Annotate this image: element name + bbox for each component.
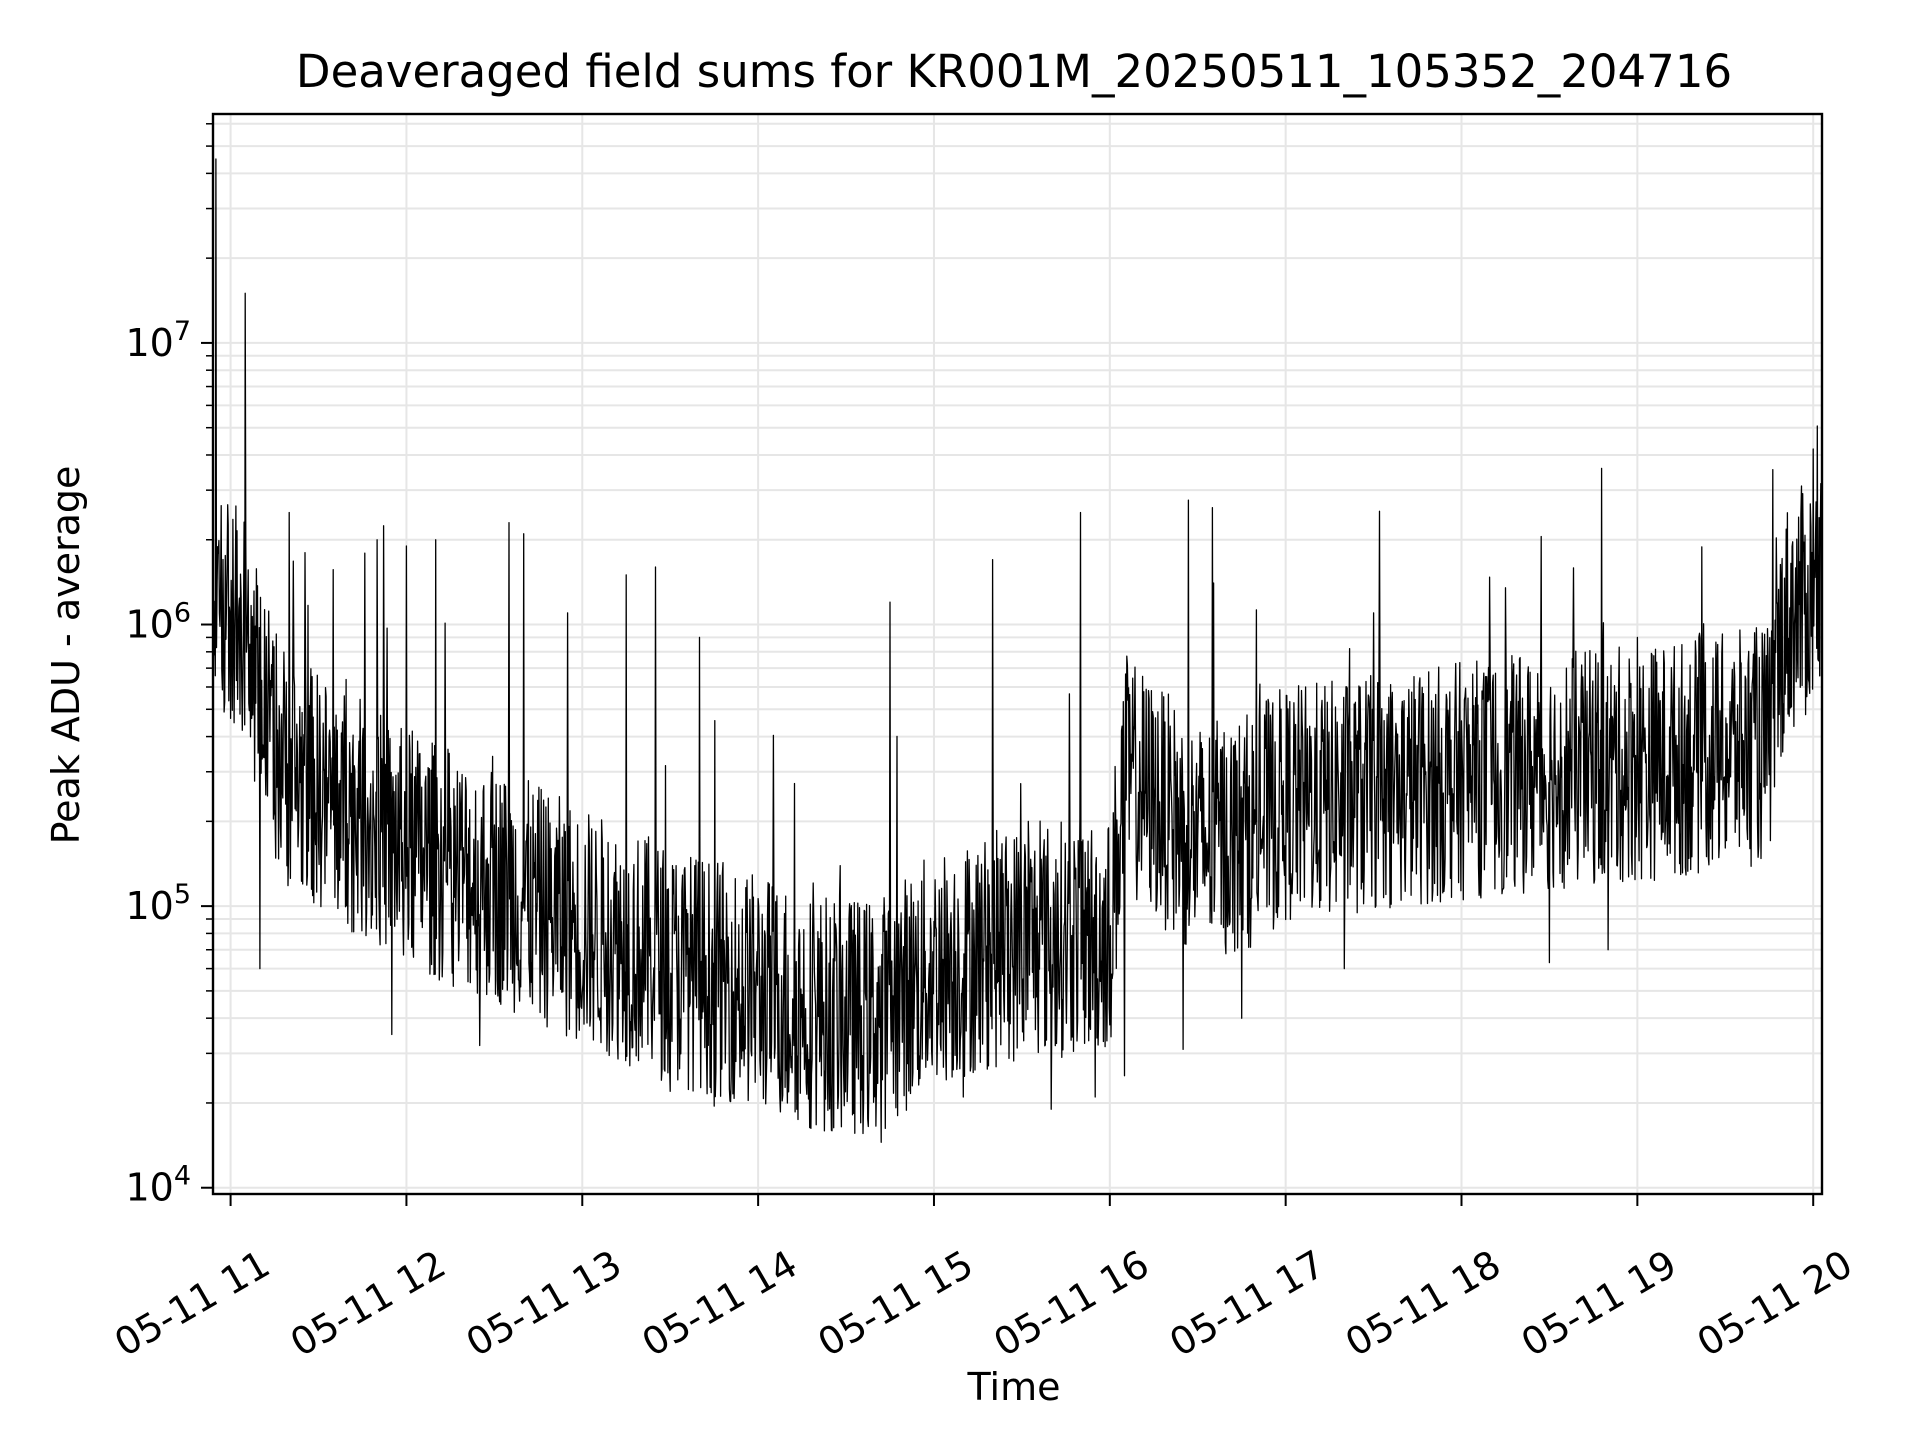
series-line (212, 158, 1823, 1143)
y-tick-label: 106 (125, 598, 191, 647)
series-layer (212, 158, 1823, 1143)
y-axis-label: Peak ADU - average (44, 466, 88, 845)
x-axis-label: Time (967, 1365, 1061, 1409)
chart-title: Deaveraged field sums for KR001M_2025051… (296, 45, 1732, 98)
plot-frame (211, 112, 1824, 1196)
y-tick-label: 105 (125, 879, 191, 928)
y-tick-label: 104 (125, 1161, 191, 1210)
y-tick-label: 107 (125, 316, 191, 365)
